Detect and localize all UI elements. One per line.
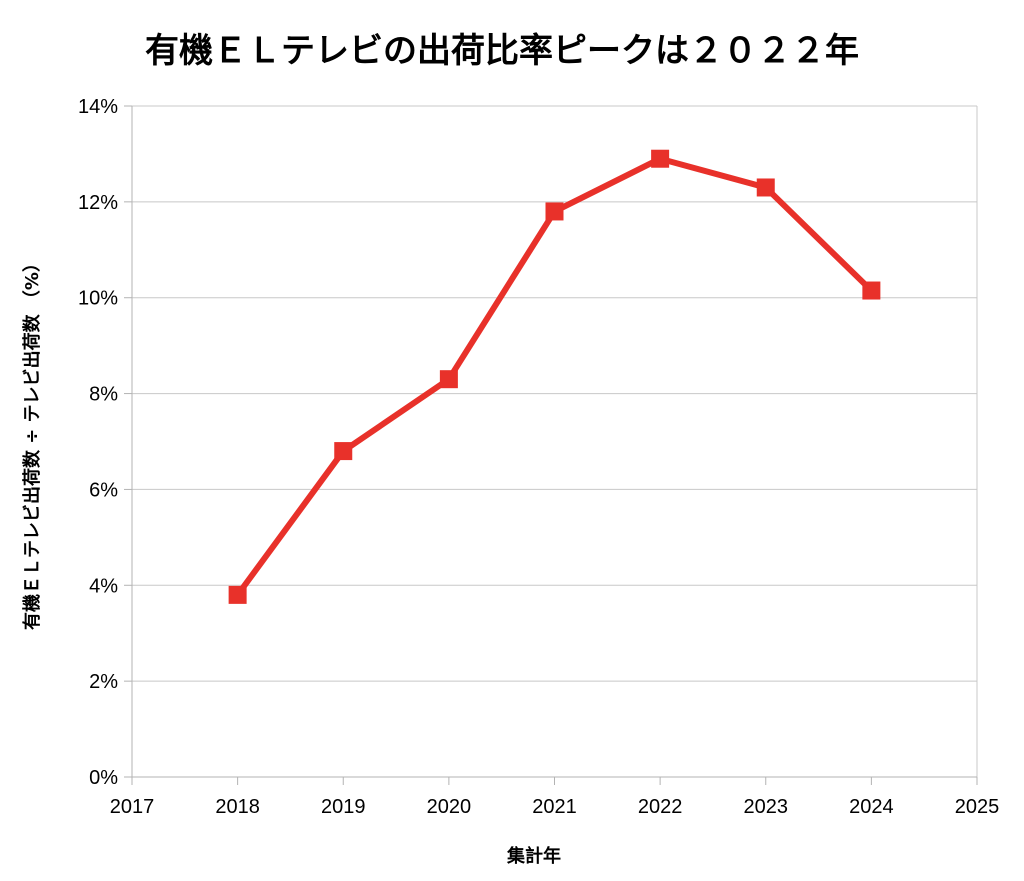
y-tick-label: 2% bbox=[89, 671, 118, 693]
grid bbox=[132, 105, 978, 777]
chart-title: 有機ＥＬテレビの出荷比率ピークは２０２２年 bbox=[145, 31, 859, 71]
x-tick-label: 2017 bbox=[110, 796, 155, 818]
axes bbox=[124, 105, 978, 785]
x-tick-label: 2024 bbox=[849, 796, 894, 818]
x-axis-label: 集計年 bbox=[506, 845, 561, 867]
x-tick-label: 2020 bbox=[427, 796, 472, 818]
y-axis-label: 有機ＥＬテレビ出荷数 ÷ テレビ出荷数 （%） bbox=[21, 254, 43, 630]
y-tick-label: 8% bbox=[89, 384, 118, 406]
data-point-2024 bbox=[862, 281, 881, 300]
x-tick-label: 2022 bbox=[638, 796, 683, 818]
x-tick-label: 2021 bbox=[532, 796, 577, 818]
x-tick-label: 2018 bbox=[215, 796, 260, 818]
y-tick-label: 4% bbox=[89, 575, 118, 597]
x-tick-label: 2019 bbox=[321, 796, 366, 818]
y-tick-label: 12% bbox=[78, 192, 118, 214]
data-point-2021 bbox=[545, 202, 564, 221]
series-layer bbox=[228, 149, 881, 604]
data-point-2022 bbox=[651, 149, 670, 168]
x-axis-ticks: 2017 2018 2019 2020 2021 2022 2023 2024 2025 bbox=[110, 796, 1000, 818]
data-point-2019 bbox=[334, 442, 353, 461]
y-tick-label: 0% bbox=[89, 767, 118, 789]
x-tick-label: 2023 bbox=[744, 796, 789, 818]
x-tick-label: 2025 bbox=[955, 796, 1000, 818]
data-point-2018 bbox=[228, 585, 247, 604]
data-point-2023 bbox=[756, 178, 775, 197]
y-axis-ticks: 0% 2% 4% 6% 8% 10% 12% 14% bbox=[78, 96, 118, 789]
y-tick-label: 6% bbox=[89, 479, 118, 501]
y-tick-label: 14% bbox=[78, 96, 118, 118]
series-line bbox=[234, 155, 875, 598]
y-tick-label: 10% bbox=[78, 288, 118, 310]
data-point-2020 bbox=[439, 370, 458, 389]
